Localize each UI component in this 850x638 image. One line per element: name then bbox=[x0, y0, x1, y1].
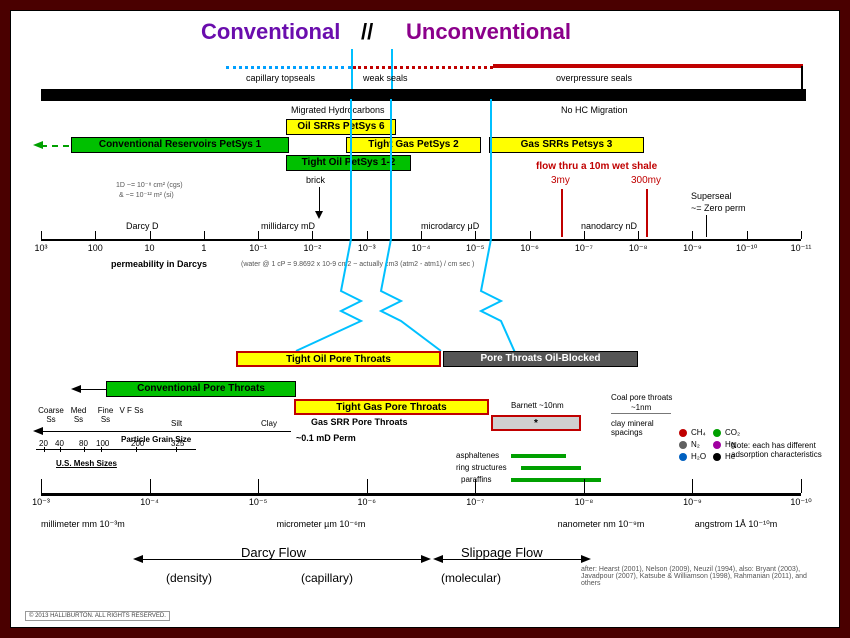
slippage-flow-arrow-l bbox=[433, 555, 443, 563]
size-tick-label: 10⁻⁸ bbox=[575, 497, 594, 508]
conv-throats-arrow-line bbox=[81, 389, 106, 390]
size-tick bbox=[692, 479, 693, 493]
unit-um: micrometer µm 10⁻⁶m bbox=[271, 519, 371, 530]
bar-tight-oil-throats: Tight Oil Pore Throats bbox=[236, 351, 441, 367]
gs-fine: Fine Ss bbox=[93, 406, 118, 424]
label-coal-size: ~1nm bbox=[631, 403, 651, 412]
mesh-tick bbox=[84, 447, 85, 452]
slippage-flow-arrow-r bbox=[581, 555, 591, 563]
label-coal-throats: Coal pore throats bbox=[611, 393, 672, 402]
asphaltenes-line bbox=[511, 454, 566, 458]
bar-tight-gas-throats: Tight Gas Pore Throats bbox=[294, 399, 489, 415]
molecule-label: CO₂ bbox=[725, 428, 740, 437]
mesh-tick-label: 100 bbox=[96, 439, 109, 448]
size-tick bbox=[258, 479, 259, 493]
molecule-dot bbox=[679, 441, 687, 449]
molecule-dot bbox=[713, 453, 721, 461]
size-tick-label: 10⁻⁷ bbox=[466, 497, 484, 508]
ring-line bbox=[521, 466, 581, 470]
gs-silt: Silt bbox=[171, 419, 182, 428]
size-axis: 10⁻³10⁻⁴10⁻⁵10⁻⁶10⁻⁷10⁻⁸10⁻⁹10⁻¹⁰ bbox=[41, 493, 801, 496]
paraffins-line bbox=[511, 478, 601, 482]
mesh-tick bbox=[44, 447, 45, 452]
size-tick bbox=[584, 479, 585, 493]
molecule-dot bbox=[679, 453, 687, 461]
gs-arrow bbox=[33, 427, 43, 435]
molecule-label: CH₄ bbox=[691, 428, 706, 437]
molecule-dot bbox=[679, 429, 687, 437]
mesh-tick bbox=[136, 447, 137, 452]
coal-line bbox=[611, 413, 671, 414]
unit-nm: nanometer nm 10⁻⁹m bbox=[551, 519, 651, 530]
size-tick-label: 10⁻⁴ bbox=[140, 497, 159, 508]
mesh-tick bbox=[101, 447, 102, 452]
mol-note: Note: each has different adsorption char… bbox=[731, 441, 831, 459]
mesh-tick bbox=[176, 447, 177, 452]
gs-med: Med Ss bbox=[66, 406, 91, 424]
size-tick bbox=[475, 479, 476, 493]
label-capillary: (capillary) bbox=[301, 571, 353, 585]
conv-throats-arrow bbox=[71, 385, 81, 393]
size-tick-label: 10⁻⁵ bbox=[249, 497, 268, 508]
bar-oil-blocked: Pore Throats Oil-Blocked bbox=[443, 351, 638, 367]
molecule-dot bbox=[713, 441, 721, 449]
unit-mm: millimeter mm 10⁻³m bbox=[41, 519, 131, 530]
size-tick bbox=[801, 479, 802, 493]
size-tick bbox=[150, 479, 151, 493]
darcy-flow-arrow-r bbox=[421, 555, 431, 563]
gs-coarse: Coarse Ss bbox=[36, 406, 66, 424]
references: after: Hearst (2001), Nelson (2009), Neu… bbox=[581, 566, 811, 587]
diagram-frame: Conventional // Unconventional capillary… bbox=[10, 10, 840, 628]
size-tick-label: 10⁻³ bbox=[32, 497, 50, 508]
label-darcy-flow: Darcy Flow bbox=[241, 545, 306, 560]
size-tick-label: 10⁻⁹ bbox=[683, 497, 702, 508]
bar-conv-throats: Conventional Pore Throats bbox=[106, 381, 296, 397]
label-slippage-flow: Slippage Flow bbox=[461, 545, 543, 560]
copyright: © 2013 HALLIBURTON. ALL RIGHTS RESERVED. bbox=[25, 611, 170, 621]
label-density: (density) bbox=[166, 571, 212, 585]
connectors-svg bbox=[11, 11, 841, 631]
molecule-label: N₂ bbox=[691, 440, 700, 449]
molecule-dot bbox=[713, 429, 721, 437]
label-gas-srr-throats: Gas SRR Pore Throats bbox=[311, 417, 408, 427]
molecule-label: H₂O bbox=[691, 452, 706, 461]
gs-vf: V F Ss bbox=[119, 406, 144, 415]
size-tick-label: 10⁻⁶ bbox=[357, 497, 375, 508]
label-clay-spacing: clay mineral spacings bbox=[611, 419, 681, 437]
darcy-flow-arrow-l bbox=[133, 555, 143, 563]
bar-barnett-star: * bbox=[491, 415, 581, 431]
mesh-label: U.S. Mesh Sizes bbox=[56, 459, 117, 468]
size-tick-label: 10⁻¹⁰ bbox=[790, 497, 811, 508]
mol-ring: ring structures bbox=[456, 463, 507, 472]
mesh-tick bbox=[60, 447, 61, 452]
label-perm-note: ~0.1 mD Perm bbox=[296, 433, 356, 443]
gs-clay: Clay bbox=[261, 419, 277, 428]
mesh-tick-label: 200 bbox=[131, 439, 144, 448]
gs-arrow-line bbox=[41, 431, 291, 432]
mol-asphaltenes: asphaltenes bbox=[456, 451, 499, 460]
label-barnett: Barnett ~10nm bbox=[511, 401, 564, 410]
size-tick bbox=[41, 479, 42, 493]
unit-ang: angstrom 1Å 10⁻¹⁰m bbox=[691, 519, 781, 530]
label-molecular: (molecular) bbox=[441, 571, 501, 585]
mesh-tick-label: 325 bbox=[171, 439, 184, 448]
size-tick bbox=[367, 479, 368, 493]
